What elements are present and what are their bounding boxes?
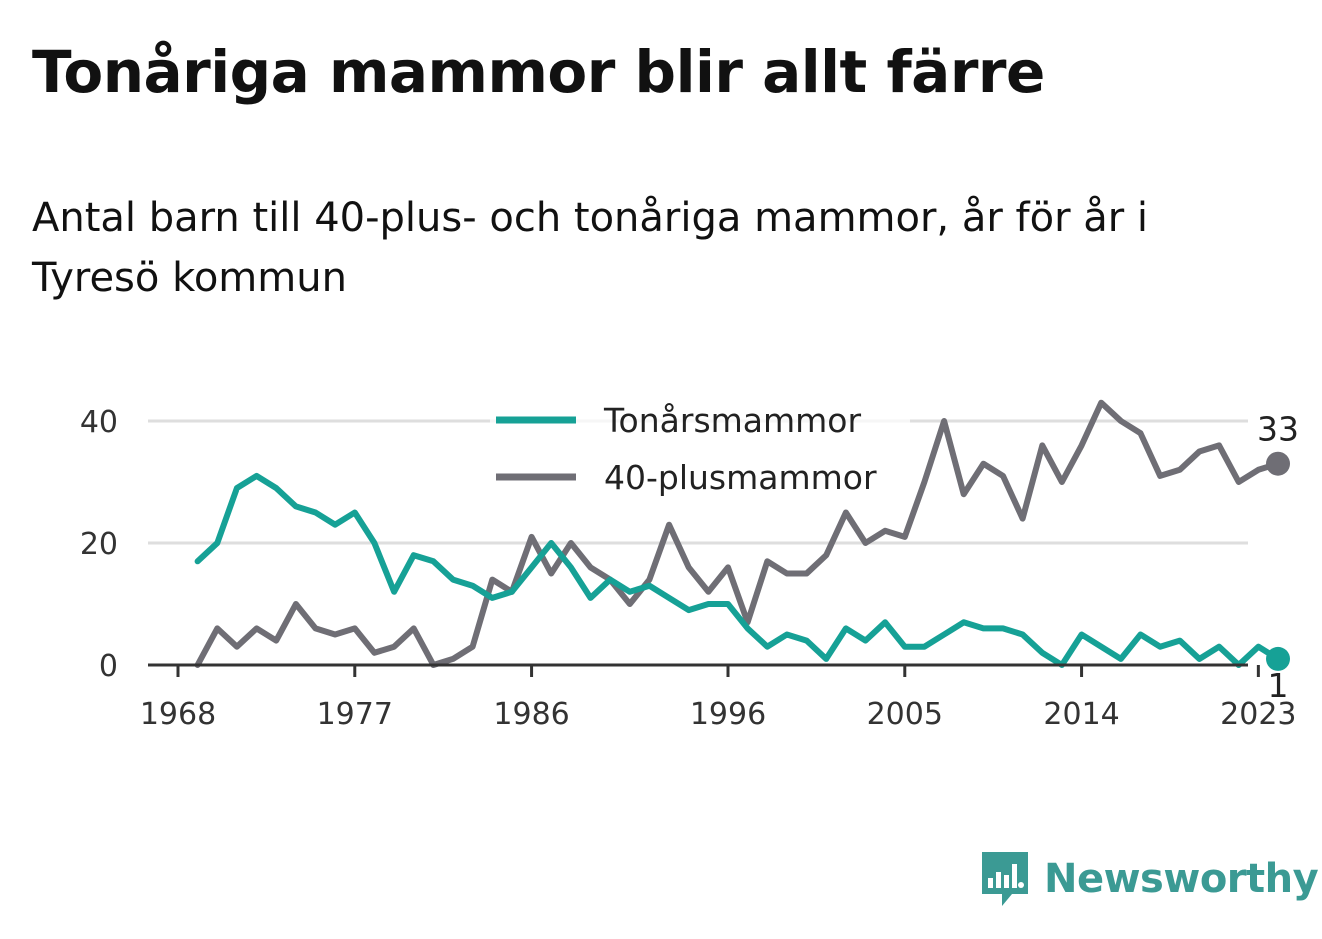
end-label: 33 [1257,410,1299,449]
end-markers: 1 33 [1257,410,1299,705]
x-tick-label: 2014 [1043,697,1119,732]
newsworthy-logo-icon [982,852,1028,906]
end-label: 1 [1268,666,1289,705]
chart-title: Tonåriga mammor blir allt färre [32,38,1045,106]
legend-label: 40-plusmammor [604,458,877,497]
brand-logo: Newsworthy [980,850,1319,908]
legend: Tonårsmammor 40-plusmammor [490,395,910,503]
series-line-40-plusmammor [194,399,1281,668]
y-tick-label: 20 [80,527,118,562]
series-line-tonarsmammor [194,472,1281,668]
end-marker [1266,646,1290,671]
x-tick-label: 1986 [493,697,569,732]
x-tick-label: 2005 [867,697,943,732]
x-axis: 1968 1977 1986 1996 2005 2014 2023 [140,663,1297,732]
legend-background [490,395,910,503]
y-tick-label: 0 [99,649,118,684]
x-tick-label: 2023 [1220,697,1296,732]
x-tick-label: 1996 [690,697,766,732]
gridlines: 0 20 40 [80,405,1248,684]
end-marker [1266,451,1290,476]
brand-name: Newsworthy [1044,856,1319,902]
series-lines [194,399,1281,668]
x-tick-label: 1977 [317,697,393,732]
y-tick-label: 40 [80,405,118,440]
legend-label: Tonårsmammor [603,401,861,440]
chart-subtitle: Antal barn till 40-plus- och tonåriga ma… [32,195,1149,301]
x-tick-label: 1968 [140,697,216,732]
